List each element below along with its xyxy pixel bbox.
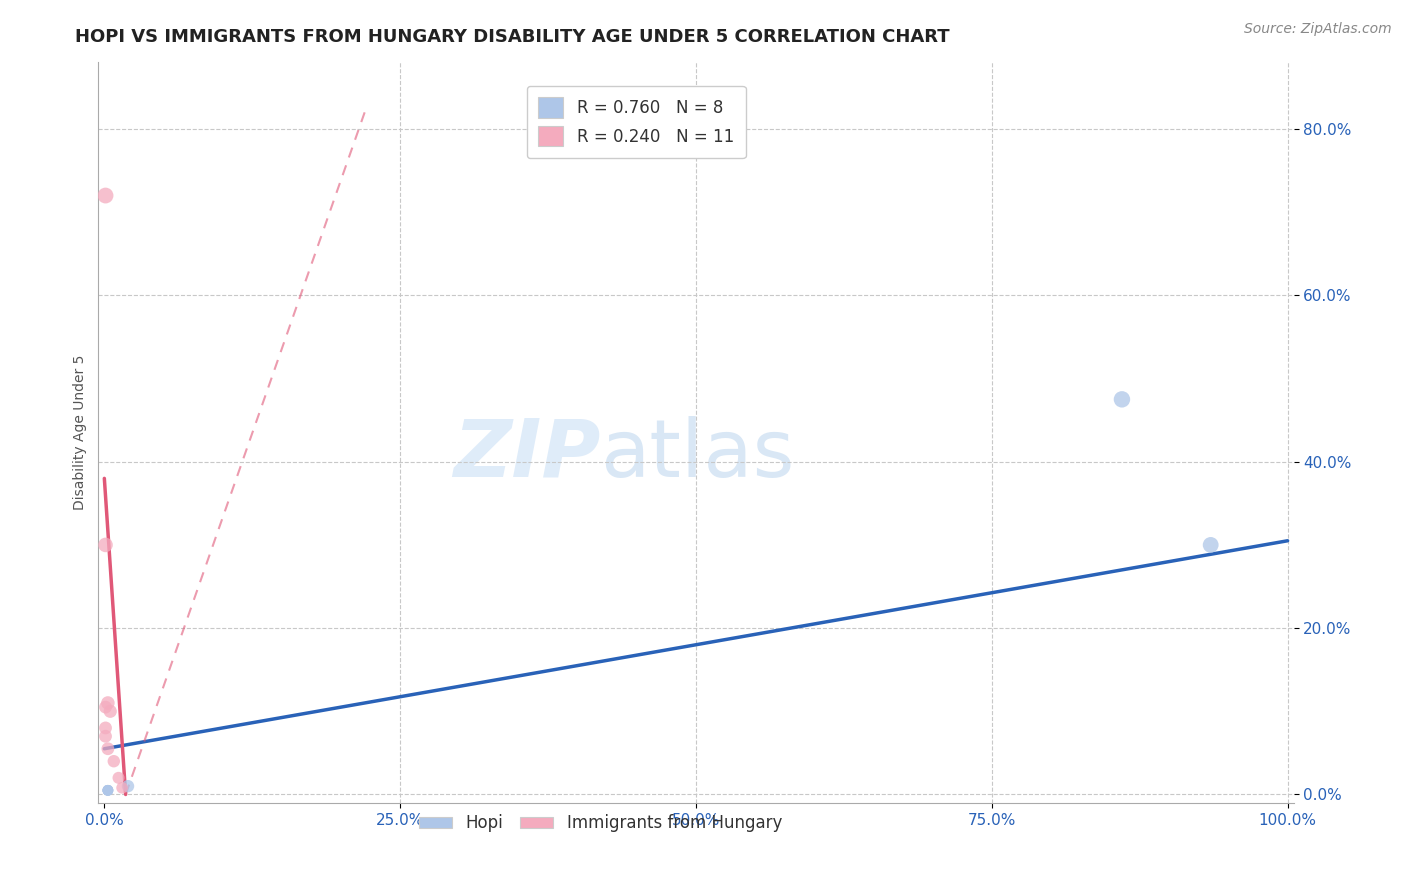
Point: [97, 783, 120, 797]
Point: [94, 729, 117, 743]
Point: [98, 704, 121, 718]
Point: [1111, 392, 1133, 407]
Point: [94, 188, 117, 202]
Point: [103, 754, 125, 768]
Point: [1199, 538, 1222, 552]
Point: [94, 700, 117, 714]
Point: [117, 779, 139, 793]
Y-axis label: Disability Age Under 5: Disability Age Under 5: [73, 355, 87, 510]
Point: [97, 783, 120, 797]
Text: Source: ZipAtlas.com: Source: ZipAtlas.com: [1244, 22, 1392, 37]
Point: [111, 780, 134, 795]
Legend: Hopi, Immigrants from Hungary: Hopi, Immigrants from Hungary: [412, 807, 789, 838]
Text: atlas: atlas: [600, 416, 794, 494]
Point: [97, 783, 120, 797]
Point: [97, 741, 120, 756]
Text: ZIP: ZIP: [453, 416, 600, 494]
Point: [97, 783, 120, 797]
Point: [107, 771, 129, 785]
Point: [97, 696, 120, 710]
Point: [94, 538, 117, 552]
Point: [97, 783, 120, 797]
Text: HOPI VS IMMIGRANTS FROM HUNGARY DISABILITY AGE UNDER 5 CORRELATION CHART: HOPI VS IMMIGRANTS FROM HUNGARY DISABILI…: [75, 28, 949, 45]
Point: [94, 721, 117, 735]
